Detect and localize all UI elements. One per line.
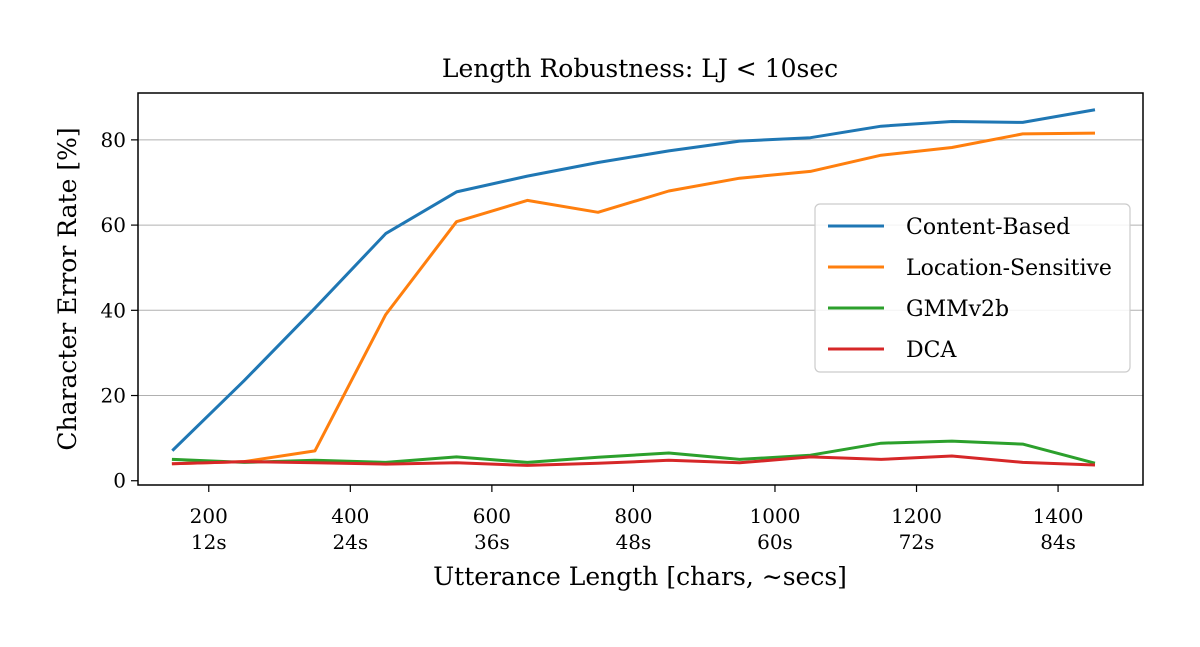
series-line-gmmv2b (171, 439, 1096, 465)
x-tick-label: 1200 (891, 504, 942, 528)
x-tick-sublabel: 72s (899, 530, 935, 554)
series-lines (171, 108, 1096, 467)
y-tick-label: 0 (113, 469, 126, 493)
series-line-location-sensitive (171, 131, 1096, 466)
y-axis-label: Character Error Rate [%] (53, 127, 82, 450)
x-tick-label: 400 (331, 504, 369, 528)
x-tick-label: 800 (614, 504, 652, 528)
y-tick-label: 60 (101, 213, 126, 237)
x-tick-sublabel: 60s (757, 530, 793, 554)
x-tick-label: 1000 (750, 504, 801, 528)
x-tick-sublabel: 36s (474, 530, 510, 554)
legend-label-dca: DCA (906, 338, 957, 363)
plot-frame (137, 92, 1144, 486)
legend: Content-Based Location-Sensitive GMMv2b DCA (814, 203, 1131, 373)
x-tick-sublabel: 24s (332, 530, 368, 554)
y-tick-label: 40 (101, 298, 126, 322)
series-line-content-based (171, 108, 1096, 452)
x-tick-label: 1400 (1033, 504, 1084, 528)
x-tick-label: 200 (190, 504, 228, 528)
x-tick-sublabel: 48s (616, 530, 652, 554)
chart-title: Length Robustness: LJ < 10sec (442, 54, 838, 83)
legend-label-location-sensitive: Location-Sensitive (906, 256, 1112, 281)
y-axis: 0 20 40 60 80 (101, 128, 138, 493)
legend-label-gmmv2b: GMMv2b (906, 297, 1009, 322)
x-axis-label: Utterance Length [chars, ∼secs] (433, 562, 847, 591)
legend-label-content-based: Content-Based (906, 215, 1070, 240)
y-tick-label: 80 (101, 128, 126, 152)
x-tick-sublabel: 12s (191, 530, 227, 554)
y-tick-label: 20 (101, 384, 126, 408)
legend-box (814, 203, 1131, 373)
x-tick-sublabel: 84s (1040, 530, 1076, 554)
series-line-dca (171, 454, 1096, 467)
x-tick-label: 600 (473, 504, 511, 528)
